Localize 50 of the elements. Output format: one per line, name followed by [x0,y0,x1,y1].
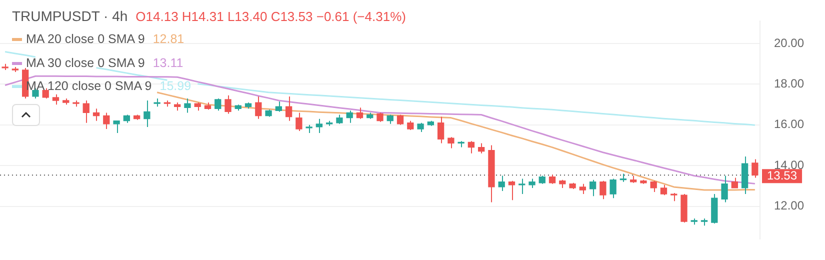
legend-label: MA 30 close 0 SMA 9 [26,56,145,70]
candlestick [498,175,505,192]
chart-title: TRUMPUSDT · 4h [12,8,128,24]
candlestick [468,140,475,154]
candlestick [255,96,262,120]
candlestick [407,120,414,130]
candlestick [275,101,282,112]
candlestick [731,177,738,188]
candlestick [285,96,292,122]
candlestick [752,158,758,178]
candlestick [386,114,394,124]
y-tick-label: 20.00 [774,36,804,50]
candlestick [376,112,384,122]
y-tick-label: 18.00 [774,76,804,91]
candlestick [316,118,323,134]
y-tick-label: 16.00 [774,117,804,132]
candlestick [346,110,353,124]
chart-subtitle: O14.13 H14.31 L13.40 C13.53 −0.61 (−4.31%) [136,9,406,24]
candlestick [600,180,606,200]
candlestick [650,180,657,193]
annotation: 15.99 [160,79,192,93]
candlestick [508,180,516,201]
candlestick [103,112,110,130]
candlestick [660,184,668,196]
candlestick [548,174,556,184]
candlestick [356,107,364,120]
candlestick [113,120,120,134]
candlestick [224,94,232,114]
candlestick [214,98,222,112]
annotation: 12.81 [152,32,184,46]
candlestick [296,112,302,132]
candlestick [396,114,404,126]
candlestick [478,142,485,154]
candlestick [589,179,596,197]
candlestick [417,122,424,133]
legend-label: MA 20 close 0 SMA 9 [26,32,145,46]
y-tick-label: 12.00 [774,198,804,213]
candlestick [610,178,616,199]
candlestick [184,98,191,114]
candlestick [437,116,444,144]
candlestick [52,94,60,106]
candlestick [721,175,728,203]
candlestick [448,136,454,149]
candlestick [82,100,90,124]
annotation: 13.11 [152,56,184,70]
candlestick [92,108,100,122]
candlestick [528,178,536,188]
candlestick [336,114,343,124]
candlestick [579,183,586,195]
candlestick [144,100,150,128]
